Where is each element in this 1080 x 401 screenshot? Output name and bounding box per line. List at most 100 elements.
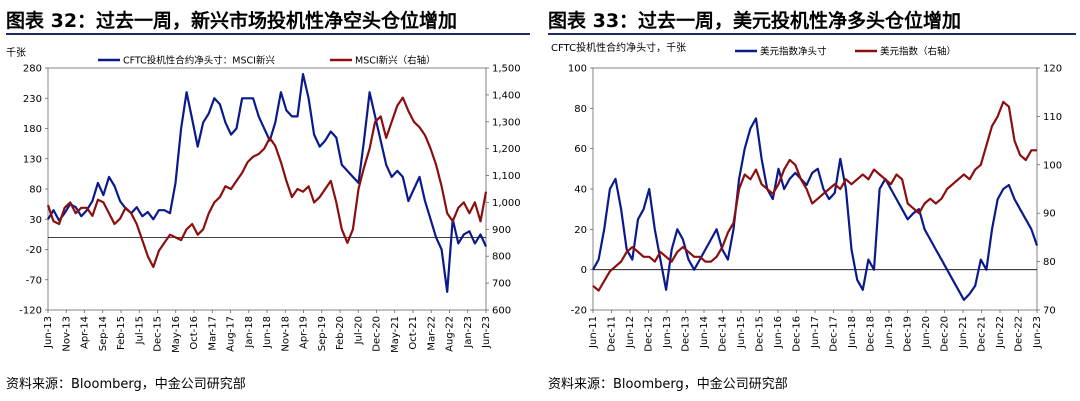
- x-tick-label: Jun-17: [810, 316, 821, 349]
- y-left-tick-label: -20: [26, 245, 42, 256]
- y-left-tick-label: 230: [23, 94, 42, 105]
- y-left-tick-label: -120: [19, 306, 42, 317]
- y-right-tick-label: 600: [492, 306, 511, 317]
- y-right-tick-label: 700: [492, 279, 511, 290]
- y-left-tick-label: 80: [574, 104, 587, 115]
- legend-label: MSCI新兴（右轴）: [355, 55, 436, 67]
- x-tick-label: Dec-20: [372, 316, 383, 352]
- y-right-tick-label: 70: [1043, 306, 1056, 317]
- x-tick-label: Jun-11: [588, 316, 599, 349]
- y-left-tick-label: 60: [574, 144, 587, 155]
- x-tick-label: Jun-23: [1032, 316, 1043, 349]
- x-tick-label: Oct-21: [408, 316, 419, 350]
- y-left-tick-label: -70: [26, 275, 42, 286]
- x-tick-label: Dec-20: [940, 316, 951, 352]
- x-tick-label: Dec-12: [644, 316, 655, 352]
- y-left-unit-label: CFTC投机性合约净头寸，千张: [551, 41, 686, 54]
- x-tick-label: Dec-19: [903, 316, 914, 352]
- x-tick-label: Dec-18: [866, 316, 877, 352]
- x-tick-label: Dec-16: [792, 316, 803, 352]
- x-tick-label: Feb-15: [116, 316, 127, 350]
- x-tick-label: Jul-15: [134, 316, 145, 345]
- y-left-unit-label: 千张: [6, 47, 26, 59]
- y-right-tick-label: 1,500: [492, 64, 521, 75]
- x-tick-label: Dec-13: [681, 316, 692, 352]
- x-tick-label: Jun-12: [625, 316, 636, 349]
- y-left-tick-label: 280: [23, 64, 42, 75]
- x-tick-label: Sep-19: [317, 316, 328, 351]
- x-tick-label: Aug-22: [445, 316, 456, 352]
- series-line-position: [47, 72, 488, 293]
- chart-left: -120 -70 -20 30 80 130 180 230 280 600 700 800 900 1,…: [6, 47, 521, 353]
- legend-label: 美元指数（右轴）: [880, 46, 956, 58]
- x-tick-label: Dec-15: [755, 316, 766, 352]
- x-tick-label: Jun-14: [699, 316, 710, 349]
- source-note-right: 资料来源：Bloomberg，中金公司研究部: [548, 377, 788, 392]
- x-tick-label: Oct-16: [189, 316, 200, 350]
- y-left-tick-label: 0: [581, 265, 587, 276]
- x-tick-label: Jan-23: [463, 316, 474, 349]
- series-line-index: [592, 100, 1037, 292]
- x-tick-label: Dec-11: [607, 316, 618, 352]
- title-rule-left: [6, 33, 530, 35]
- x-tick-label: Aug-17: [226, 316, 237, 352]
- x-tick-label: Dec-17: [829, 316, 840, 352]
- x-tick-label: Jun-13: [43, 316, 54, 349]
- x-tick-label: Jun-19: [884, 316, 895, 349]
- x-tick-label: Jan-18: [244, 316, 255, 349]
- y-right-tick-label: 100: [1043, 160, 1062, 171]
- x-tick-label: Dec-22: [1014, 316, 1025, 352]
- x-tick-label: Dec-14: [718, 316, 729, 352]
- y-left-tick-label: 100: [568, 64, 587, 75]
- y-right-tick-label: 800: [492, 252, 511, 263]
- chart-title-right: 图表 33：过去一周，美元投机性净多头仓位增加: [548, 10, 962, 32]
- y-right-tick-label: 1,400: [492, 90, 521, 101]
- legend-label: CFTC投机性合约净头寸：MSCI新兴: [123, 55, 275, 67]
- source-note-left: 资料来源：Bloomberg，中金公司研究部: [6, 377, 246, 392]
- y-right-tick-label: 120: [1043, 64, 1062, 75]
- x-tick-label: Nov-13: [61, 316, 72, 352]
- x-tick-label: Sep-14: [98, 316, 109, 351]
- x-tick-label: Jun-21: [958, 316, 969, 349]
- x-tick-label: Apr-19: [299, 316, 310, 349]
- x-tick-label: Jun-13: [662, 316, 673, 349]
- x-tick-label: Jun-22: [995, 316, 1006, 349]
- y-right-tick-label: 90: [1043, 209, 1056, 220]
- x-tick-label: Mar-17: [207, 316, 218, 351]
- y-left-tick-label: 30: [29, 215, 42, 226]
- x-tick-label: Jun-18: [262, 316, 273, 349]
- y-left-tick-label: 130: [23, 154, 42, 165]
- series-line-position: [592, 117, 1039, 301]
- series-line-index: [46, 96, 488, 269]
- x-tick-label: May-21: [390, 316, 401, 353]
- x-tick-label: Jun-15: [736, 316, 747, 349]
- x-tick-label: Jun-18: [847, 316, 858, 349]
- legend-label: 美元指数净头寸: [760, 46, 827, 58]
- x-tick-label: Dec-15: [153, 316, 164, 352]
- x-tick-label: Dec-21: [977, 316, 988, 352]
- x-tick-label: Jun-20: [921, 316, 932, 349]
- x-tick-label: Jun-16: [773, 316, 784, 349]
- title-rule-right: [548, 33, 1076, 35]
- y-left-tick-label: 80: [29, 185, 42, 196]
- y-left-tick-label: 180: [23, 124, 42, 135]
- plot-frame: [47, 67, 487, 311]
- x-tick-label: Apr-14: [80, 316, 91, 349]
- plot-frame: [592, 67, 1038, 311]
- x-tick-label: Feb-20: [335, 316, 346, 350]
- y-right-tick-label: 1,200: [492, 144, 521, 155]
- x-tick-label: Jun-23: [481, 316, 492, 349]
- y-right-tick-label: 110: [1043, 112, 1062, 123]
- y-left-tick-label: -20: [571, 306, 587, 317]
- x-tick-label: Mar-22: [426, 316, 437, 351]
- x-tick-label: Nov-18: [280, 316, 291, 352]
- chart-right: -20 0 20 40 60 80 100 70 80 90 100 110 120 CFTC投机性合约净…: [551, 41, 1062, 352]
- y-right-tick-label: 1,000: [492, 198, 521, 209]
- y-right-tick-label: 900: [492, 225, 511, 236]
- x-tick-label: Jul-20: [353, 316, 364, 345]
- y-right-tick-label: 1,300: [492, 117, 521, 128]
- y-right-tick-label: 80: [1043, 257, 1056, 268]
- chart-title-left: 图表 32：过去一周，新兴市场投机性净空头仓位增加: [6, 10, 458, 32]
- y-left-tick-label: 40: [574, 185, 587, 196]
- y-left-tick-label: 20: [574, 225, 587, 236]
